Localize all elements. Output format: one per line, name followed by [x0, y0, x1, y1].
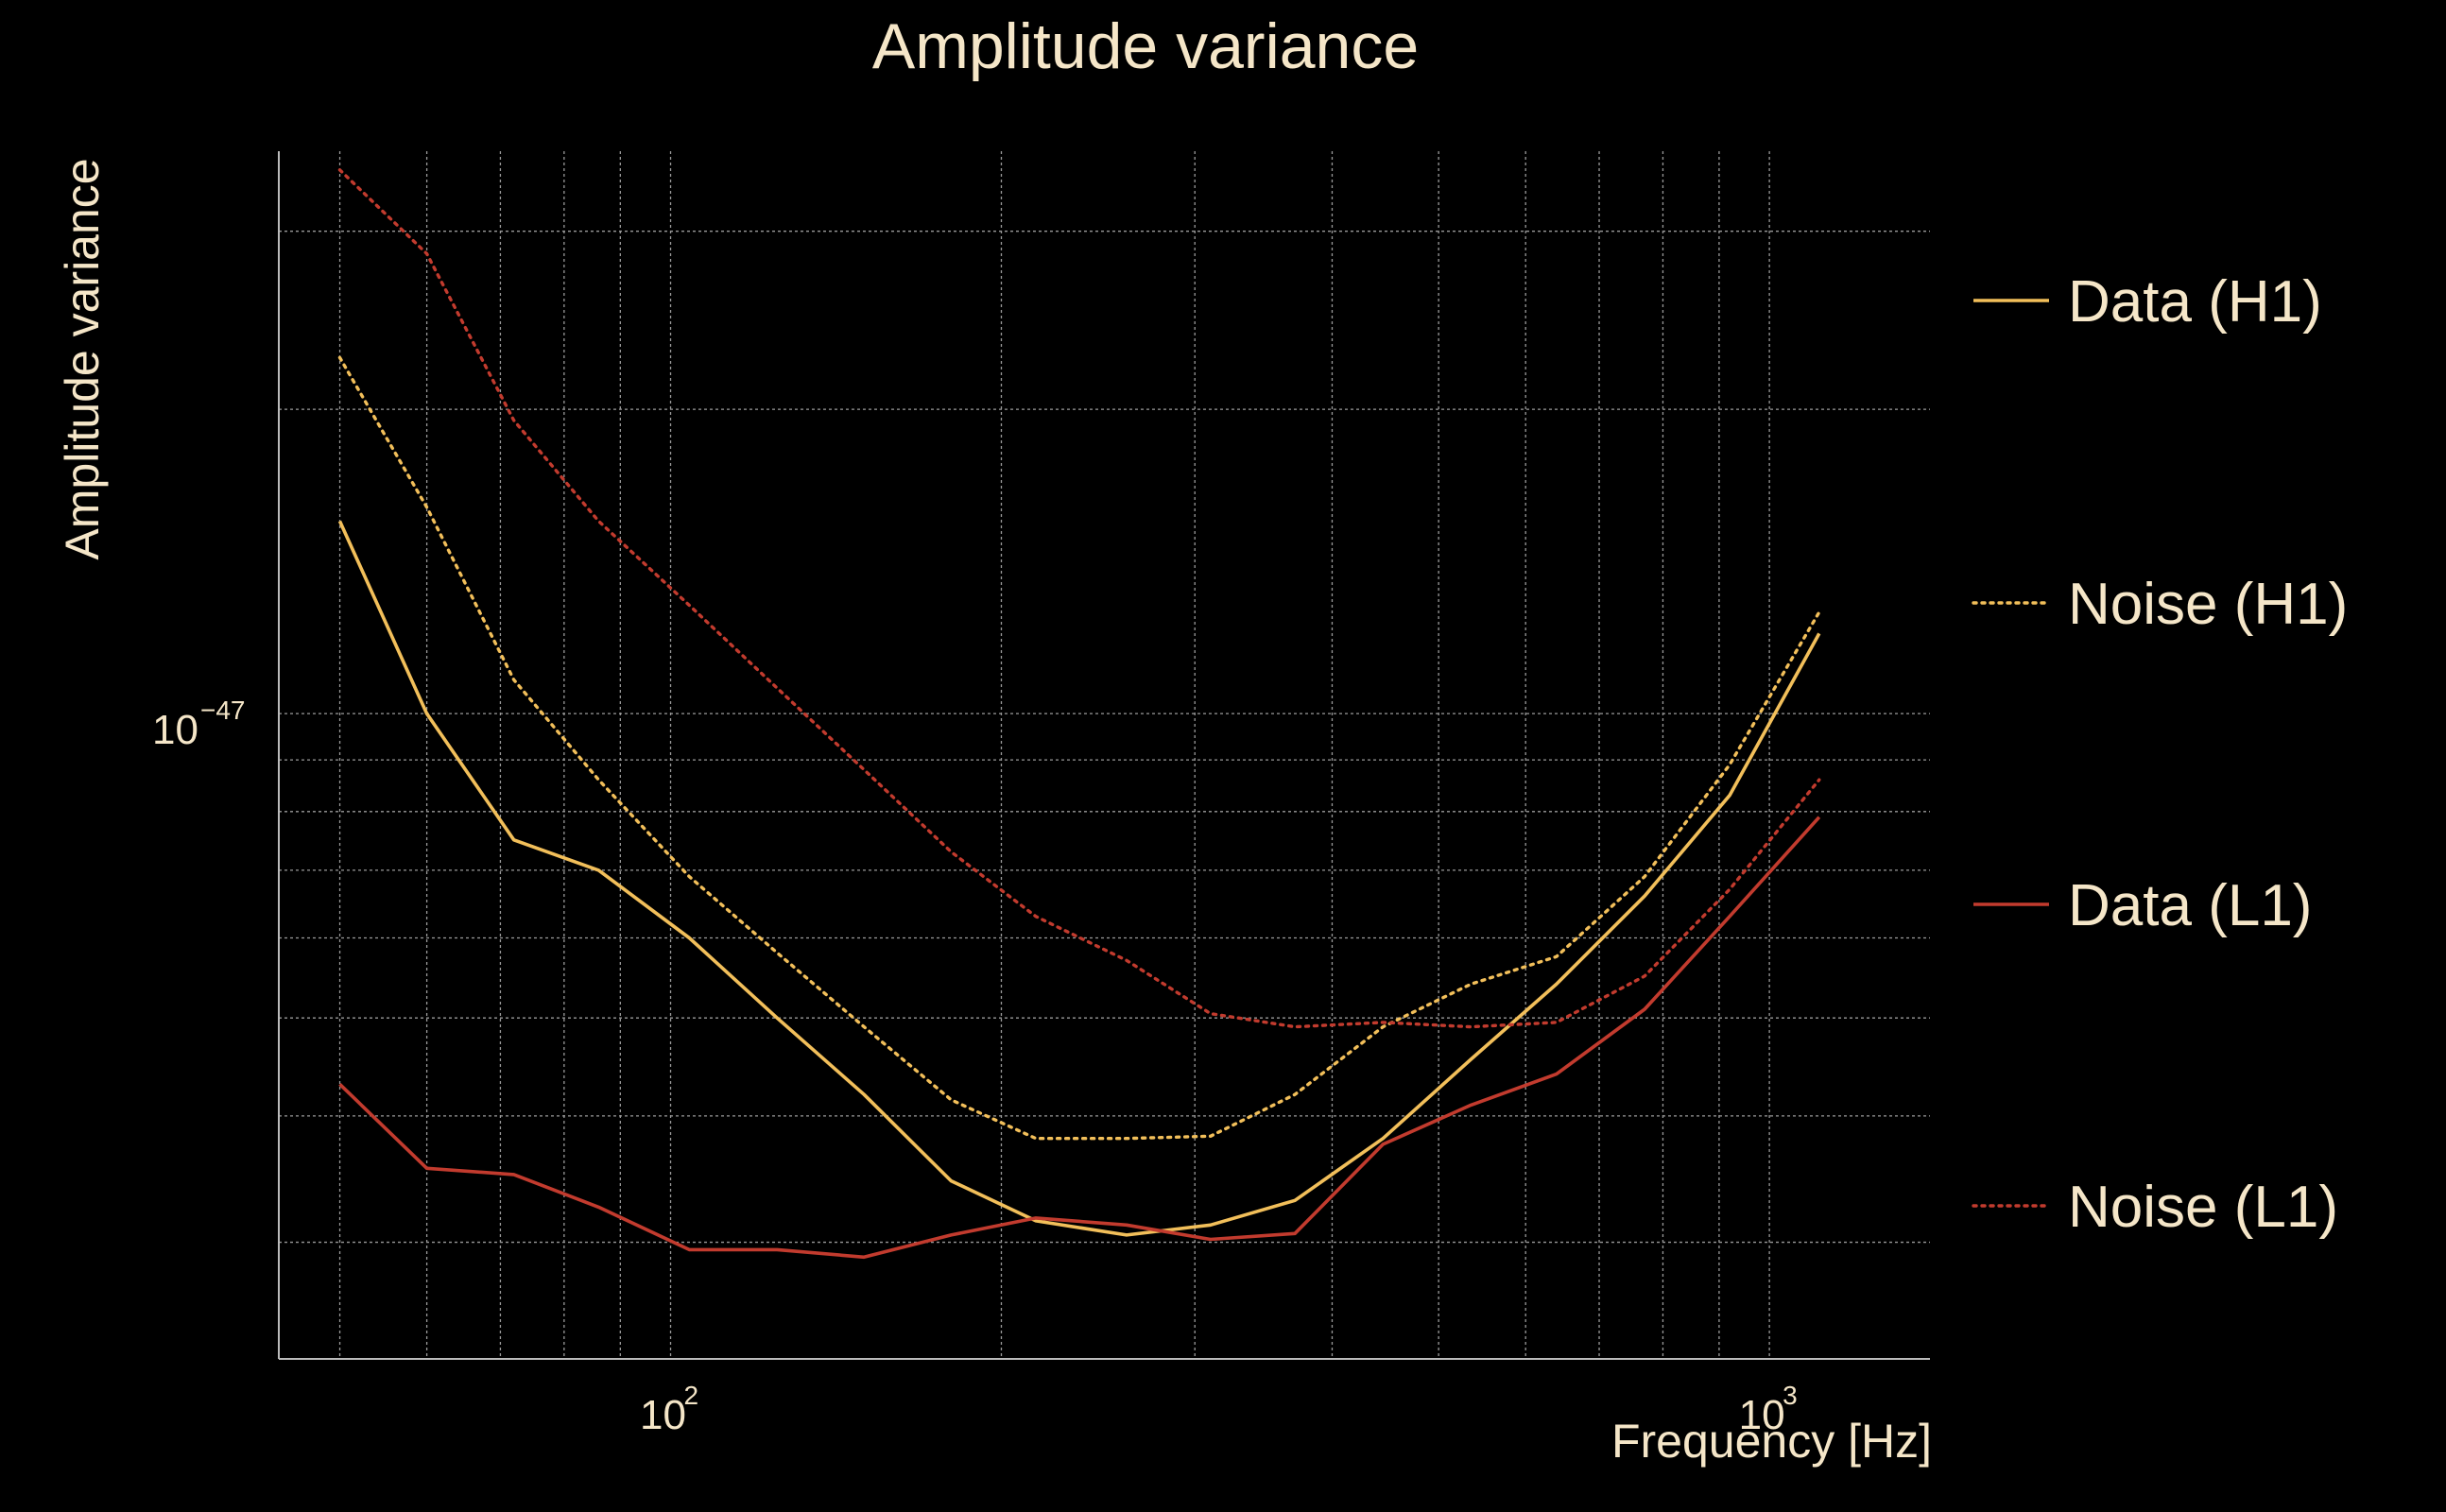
legend-label: Noise (H1) — [2068, 572, 2348, 637]
grid-layer — [279, 151, 1930, 1359]
chart-title: Amplitude variance — [872, 10, 1419, 82]
y-tick-label: 10 −47 — [152, 696, 245, 753]
series-line-noise-l1 — [337, 168, 1821, 1029]
y-tick-base: 10 — [152, 707, 198, 753]
x-tick-base: 10 — [1739, 1392, 1785, 1438]
x-tick-label: 102 — [640, 1381, 698, 1438]
series-line-data-l1 — [338, 816, 1821, 1260]
legend-item-noise-h1: Noise (H1) — [1972, 572, 2348, 637]
legend-label: Noise (L1) — [2068, 1175, 2338, 1240]
series-layer — [337, 168, 1821, 1260]
axis-layer — [278, 151, 1930, 1360]
x-tick-exponent: 3 — [1783, 1381, 1798, 1410]
legend-label: Data (H1) — [2068, 269, 2322, 335]
legend-label: Data (L1) — [2068, 873, 2312, 938]
legend-item-data-h1: Data (H1) — [1973, 269, 2322, 335]
y-axis-label: Amplitude variance — [56, 158, 109, 559]
series-line-data-h1 — [337, 520, 1821, 1237]
x-tick-exponent: 2 — [684, 1381, 699, 1410]
legend: Data (H1) Noise (H1) Data (L1) Noise (L1) — [1972, 269, 2348, 1240]
x-tick-label: 103 — [1739, 1381, 1798, 1438]
y-tick-exponent: −47 — [200, 696, 246, 725]
series-line-noise-h1 — [337, 355, 1821, 1141]
legend-item-noise-l1: Noise (L1) — [1972, 1175, 2338, 1240]
x-tick-base: 10 — [640, 1392, 686, 1438]
x-axis-label: Frequency [Hz] — [1611, 1415, 1932, 1468]
legend-item-data-l1: Data (L1) — [1973, 873, 2312, 938]
